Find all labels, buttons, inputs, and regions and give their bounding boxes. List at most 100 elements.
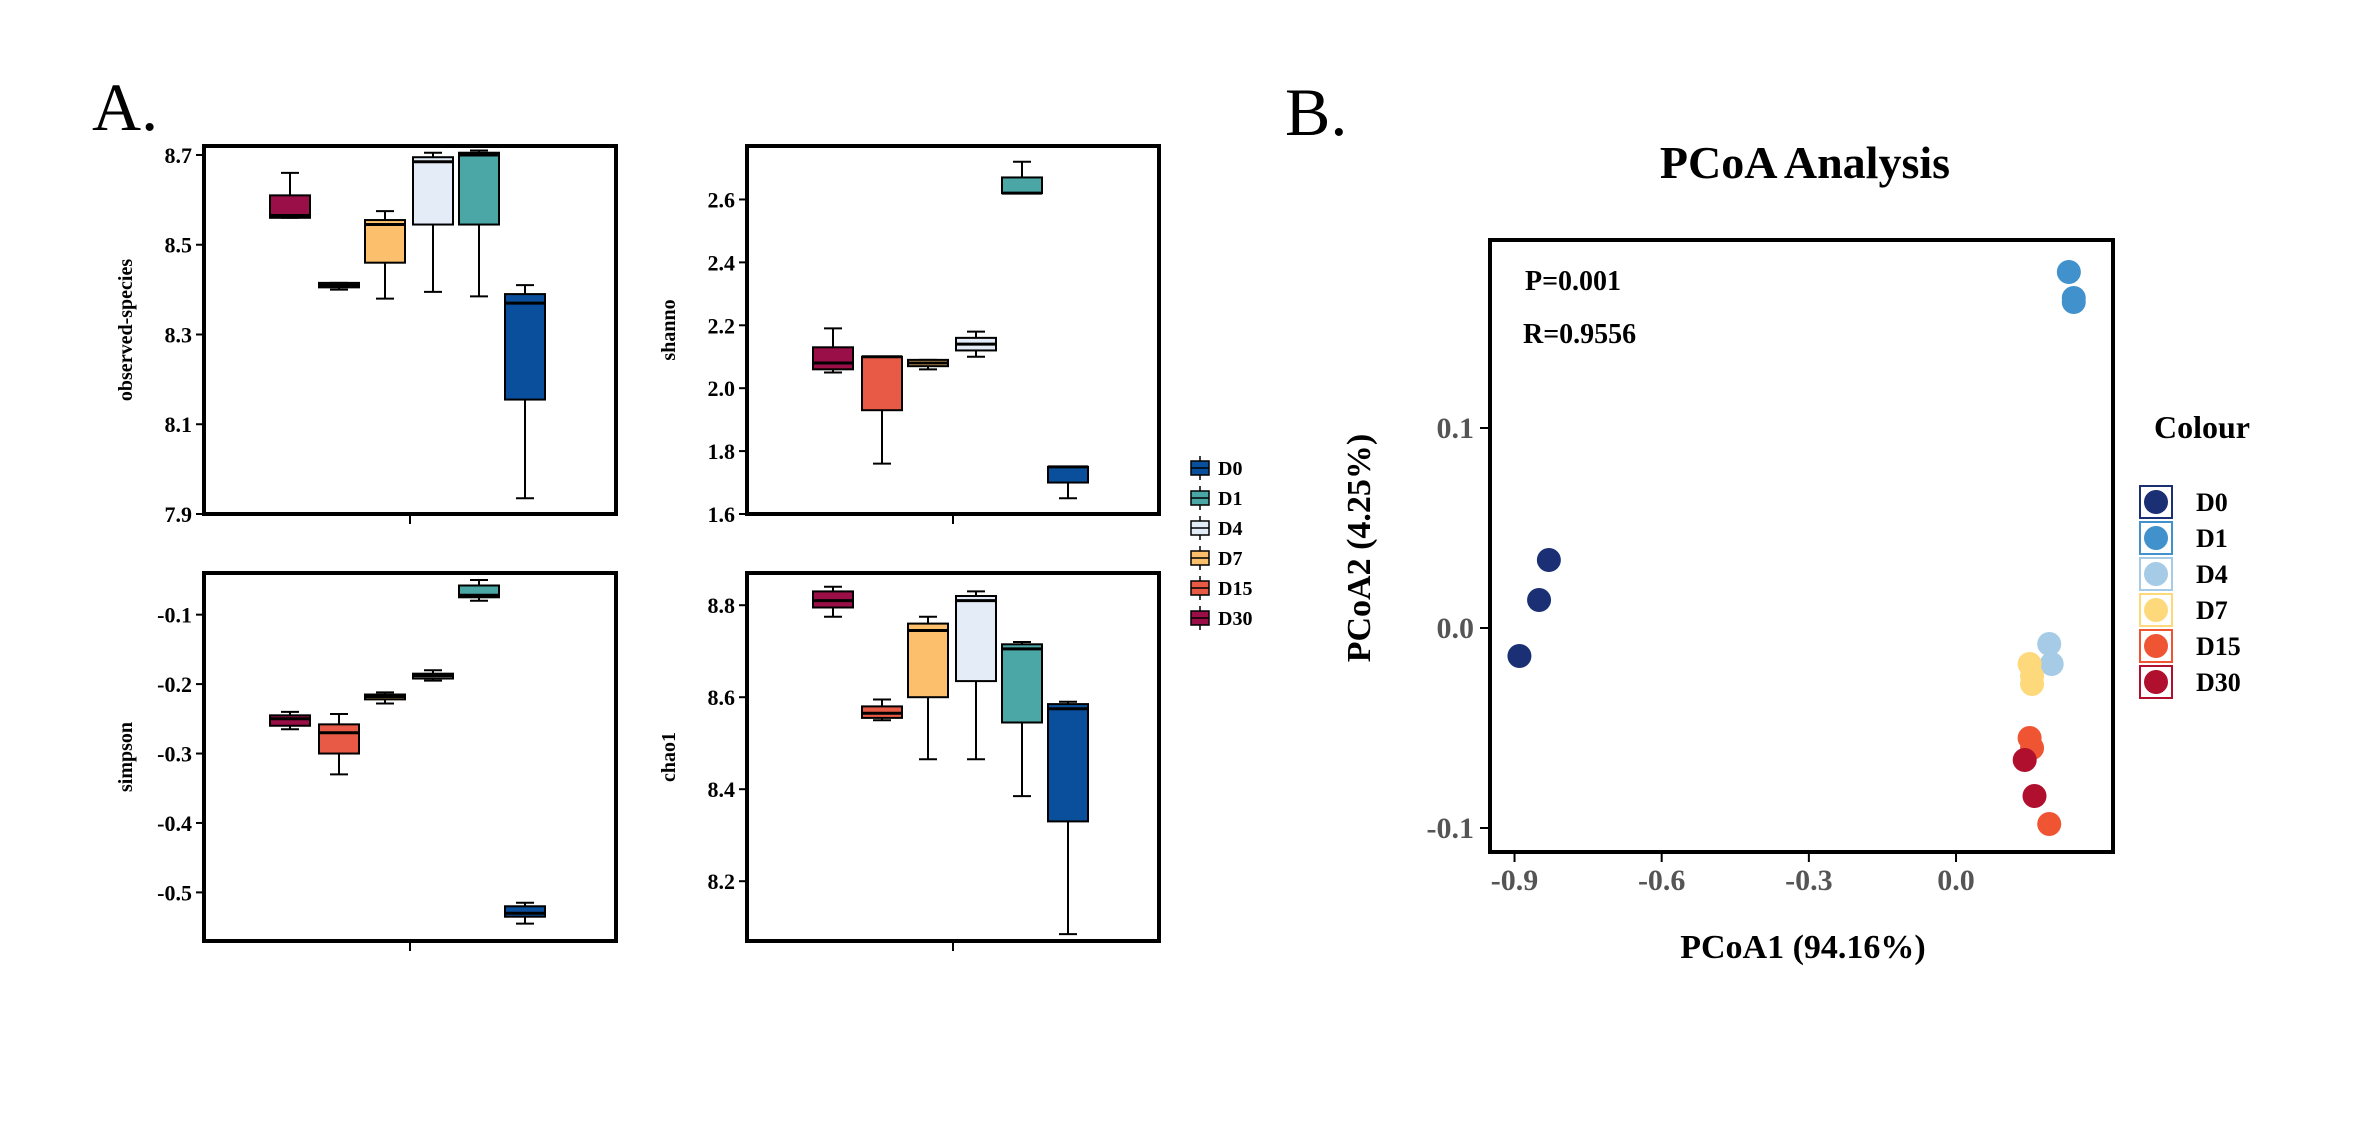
series-d4 bbox=[2037, 632, 2064, 676]
data-point bbox=[2012, 748, 2037, 772]
box-body bbox=[907, 622, 949, 699]
pcoa-legend-label: D30 bbox=[2196, 668, 2241, 697]
y-tick-label: 0.1 bbox=[1437, 412, 1475, 445]
x-tick-label: 0.0 bbox=[1937, 864, 1975, 897]
legend-label: D1 bbox=[1218, 488, 1242, 510]
box-d1 bbox=[1001, 641, 1043, 798]
series-d30 bbox=[2012, 748, 2047, 808]
pcoa-legend: D0 D1 D4 D7 D15 D30 bbox=[2139, 485, 2241, 699]
box-body bbox=[412, 156, 454, 226]
pcoa-legend-label: D15 bbox=[2196, 632, 2241, 661]
box-d30 bbox=[269, 710, 311, 731]
y-tick-label: 1.8 bbox=[708, 439, 736, 464]
legend-label: D7 bbox=[1218, 548, 1242, 570]
box-body bbox=[504, 293, 546, 401]
legend-item-d30: D30 bbox=[1190, 606, 1252, 630]
x-tick-label: -0.9 bbox=[1491, 864, 1539, 897]
pcoa-legend-dot bbox=[2144, 670, 2168, 694]
box-d1 bbox=[458, 149, 500, 298]
pcoa-title: PCoA Analysis bbox=[1660, 137, 1950, 188]
pcoa-legend-label: D4 bbox=[2196, 560, 2228, 589]
legend-label: D30 bbox=[1218, 608, 1252, 630]
y-tick-label: 8.2 bbox=[708, 869, 736, 894]
data-point bbox=[2056, 260, 2081, 284]
box-body bbox=[318, 723, 360, 755]
data-point bbox=[1507, 644, 1532, 668]
pcoa-legend-label: D1 bbox=[2196, 524, 2228, 553]
legend-label: D4 bbox=[1218, 518, 1242, 540]
plot-frame bbox=[202, 144, 618, 516]
pcoa-frame bbox=[1488, 238, 2115, 854]
box-body bbox=[364, 219, 406, 264]
data-point bbox=[2061, 286, 2086, 310]
box-d0 bbox=[1047, 700, 1089, 936]
pcoa-legend-dot bbox=[2144, 634, 2168, 658]
box-d30 bbox=[269, 171, 311, 219]
plot-frame bbox=[202, 571, 618, 943]
shanno-boxplot: 1.6 1.8 2.0 2.2 2.4 2.6 shanno bbox=[658, 144, 1161, 527]
legend-label: D0 bbox=[1218, 458, 1242, 480]
data-point bbox=[2037, 812, 2062, 836]
box-body bbox=[269, 194, 311, 219]
y-tick-label: -0.3 bbox=[157, 742, 192, 767]
box-body bbox=[955, 595, 997, 683]
box-d15 bbox=[318, 281, 360, 291]
y-tick-label: -0.5 bbox=[157, 880, 192, 905]
y-tick-label: 8.4 bbox=[708, 777, 736, 802]
y-tick-label: 8.8 bbox=[708, 593, 736, 618]
y-tick-label: 8.1 bbox=[165, 412, 193, 437]
legend-item-d4: D4 bbox=[1190, 516, 1242, 540]
legend-item-d1: D1 bbox=[1190, 486, 1242, 510]
box-d30 bbox=[812, 585, 854, 618]
box-d15 bbox=[318, 712, 360, 776]
pcoa-legend-item-d30: D30 bbox=[2139, 665, 2241, 699]
y-axis-label: chao1 bbox=[658, 732, 680, 782]
pcoa-legend-item-d7: D7 bbox=[2139, 593, 2228, 627]
y-tick-label: 8.6 bbox=[708, 685, 736, 710]
pcoa-legend-label: D0 bbox=[2196, 488, 2228, 517]
legend-item-d0: D0 bbox=[1190, 456, 1242, 480]
y-tick-label: 8.7 bbox=[165, 143, 193, 168]
pcoa-legend-item-d15: D15 bbox=[2139, 629, 2241, 663]
data-point bbox=[2022, 784, 2047, 808]
plot-frame bbox=[745, 144, 1161, 516]
x-tick-label: -0.6 bbox=[1638, 864, 1686, 897]
pcoa-legend-label: D7 bbox=[2196, 596, 2228, 625]
box-body bbox=[269, 714, 311, 727]
box-d0 bbox=[1047, 465, 1089, 500]
y-tick-label: 2.2 bbox=[708, 313, 736, 338]
y-tick-label: 7.9 bbox=[165, 502, 193, 527]
box-body bbox=[1001, 643, 1043, 724]
plot-frame bbox=[745, 571, 1161, 943]
y-axis-label: simpson bbox=[115, 722, 137, 792]
box-d7 bbox=[907, 358, 949, 371]
box-d4 bbox=[955, 590, 997, 761]
data-point bbox=[2037, 632, 2062, 656]
series-d1 bbox=[2056, 260, 2086, 314]
y-axis-label: observed-species bbox=[115, 259, 137, 401]
box-d7 bbox=[364, 210, 406, 300]
data-point bbox=[2039, 652, 2064, 676]
y-tick-label: 2.6 bbox=[708, 187, 736, 212]
y-tick-label: 1.6 bbox=[708, 502, 736, 527]
box-d30 bbox=[812, 327, 854, 374]
box-body bbox=[1001, 176, 1043, 195]
simpson-boxplot: -0.5 -0.4 -0.3 -0.2 -0.1 simpson bbox=[115, 571, 618, 951]
series-d15 bbox=[2017, 726, 2062, 836]
box-body bbox=[458, 151, 500, 226]
box-d4 bbox=[412, 669, 454, 682]
box-d1 bbox=[1001, 160, 1043, 195]
y-tick-label: -0.1 bbox=[1427, 812, 1475, 845]
observed-species-boxplot: 7.9 8.1 8.3 8.5 8.7 observed-species bbox=[115, 143, 618, 527]
y-tick-label: 2.4 bbox=[708, 250, 736, 275]
box-d15 bbox=[861, 698, 903, 722]
pcoa-legend-item-d1: D1 bbox=[2139, 521, 2228, 555]
legend-label: D15 bbox=[1218, 578, 1252, 600]
box-d7 bbox=[364, 691, 406, 705]
pcoa-legend-item-d4: D4 bbox=[2139, 557, 2228, 591]
data-point bbox=[1527, 588, 1552, 612]
box-body bbox=[504, 905, 546, 918]
pcoa-legend-item-d0: D0 bbox=[2139, 485, 2228, 519]
